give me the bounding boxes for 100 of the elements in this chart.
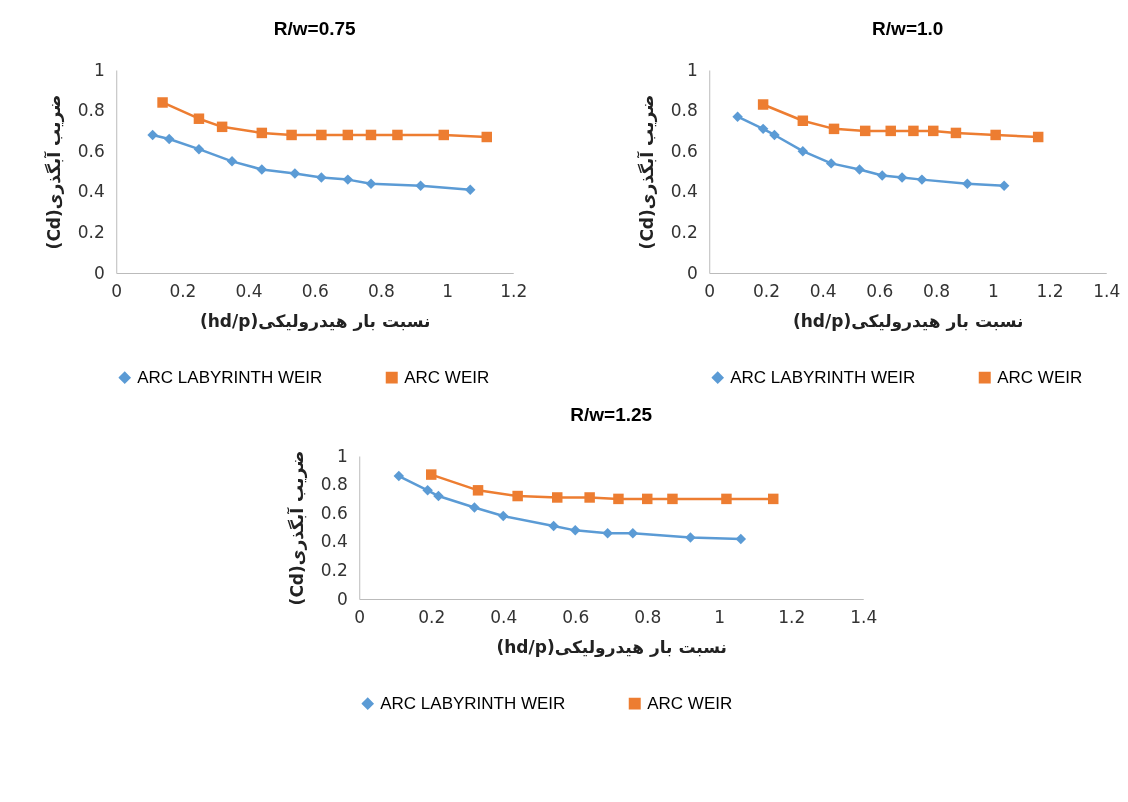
point — [498, 510, 509, 522]
point — [426, 469, 437, 480]
point — [464, 184, 476, 196]
x-tick-label: 1 — [442, 280, 453, 301]
y-tick-label: 0.2 — [77, 221, 105, 242]
x-tick-label: 0.8 — [634, 606, 662, 627]
point — [825, 158, 837, 169]
y-tick-label: 0.8 — [320, 474, 348, 495]
point — [768, 493, 779, 505]
point — [512, 490, 523, 502]
x-tick-label: 1.2 — [500, 280, 528, 301]
chart-title: R/w=1.25 — [570, 404, 653, 425]
point — [147, 129, 158, 141]
point — [885, 125, 896, 137]
point — [472, 485, 484, 496]
point — [286, 129, 297, 141]
x-tick-label: 0.8 — [923, 280, 951, 301]
point — [732, 111, 743, 122]
y-tick-label: 1 — [93, 59, 105, 80]
point — [721, 493, 732, 505]
point — [316, 129, 327, 141]
point — [226, 156, 238, 167]
point — [342, 129, 354, 141]
point — [365, 129, 377, 141]
y-tick-label: 0.6 — [320, 502, 348, 523]
x-tick-label: 0.2 — [169, 280, 197, 301]
point — [438, 129, 450, 141]
point — [757, 123, 769, 135]
y-tick-label: 0 — [93, 262, 105, 283]
point — [769, 129, 780, 141]
x-tick-label: 0.6 — [301, 280, 329, 301]
point — [859, 125, 871, 137]
x-tick-label: 0.6 — [866, 280, 894, 301]
point — [667, 493, 678, 505]
point — [828, 123, 840, 135]
point — [990, 129, 1001, 141]
point — [433, 490, 444, 502]
legend-label: ARC WEIR — [647, 693, 733, 713]
legend-label: ARC LABYRINTH WEIR — [380, 693, 566, 713]
point — [193, 143, 205, 155]
legend-label: ARC LABYRINTH WEIR — [730, 367, 916, 387]
y-tick-label: 0.8 — [670, 100, 698, 121]
x-tick-label: 0.6 — [562, 606, 590, 627]
point — [316, 172, 327, 183]
x-tick-label: 1.2 — [1036, 280, 1064, 301]
x-tick-label: 1.2 — [778, 606, 806, 627]
chart-title: R/w=1.0 — [872, 18, 944, 39]
point — [256, 164, 268, 175]
x-axis-title: (hd/p)نسبت بار هیدرولیکی — [199, 310, 431, 332]
y-axis-title: (Cd)ضریب آبگذری — [42, 94, 65, 250]
y-tick-label: 0.4 — [77, 181, 105, 202]
point — [481, 131, 493, 143]
x-axis-title: (hd/p)نسبت بار هیدرولیکی — [496, 636, 728, 658]
point — [627, 527, 639, 539]
point — [415, 180, 426, 191]
point — [216, 121, 228, 133]
x-tick-label: 0.8 — [367, 280, 395, 301]
point — [256, 127, 268, 139]
x-tick-label: 0.4 — [490, 606, 518, 627]
y-tick-label: 1 — [336, 445, 348, 466]
point — [797, 145, 809, 157]
point — [469, 502, 480, 513]
point — [552, 492, 563, 503]
point — [602, 527, 613, 539]
y-tick-label: 0.2 — [670, 221, 698, 242]
point — [797, 115, 809, 126]
point — [193, 113, 205, 124]
point — [157, 97, 168, 108]
x-tick-label: 0 — [354, 606, 366, 627]
y-tick-label: 0.6 — [670, 140, 698, 161]
point — [876, 170, 888, 181]
point — [570, 525, 581, 536]
x-tick-label: 1.4 — [1093, 280, 1121, 301]
y-tick-label: 1 — [686, 59, 698, 80]
x-axis-title: (hd/p)نسبت بار هیدرولیکی — [792, 310, 1024, 332]
y-tick-label: 0 — [336, 588, 348, 609]
point — [289, 168, 301, 179]
point — [998, 180, 1010, 191]
x-tick-label: 0 — [704, 280, 716, 301]
point — [584, 492, 595, 503]
x-tick-label: 0.4 — [809, 280, 837, 301]
chart-title: R/w=0.75 — [273, 18, 357, 39]
point — [163, 133, 175, 145]
point — [735, 533, 747, 545]
point — [613, 493, 624, 505]
x-tick-label: 1 — [714, 606, 726, 627]
y-tick-label: 0.6 — [77, 140, 105, 161]
point — [854, 164, 865, 175]
x-tick-label: 0.2 — [418, 606, 446, 627]
point — [916, 174, 928, 185]
legend-label: ARC LABYRINTH WEIR — [137, 367, 323, 387]
point — [962, 178, 973, 189]
y-axis-title: (Cd)ضریب آبگذری — [635, 94, 658, 250]
point — [422, 485, 433, 496]
point — [548, 520, 559, 532]
x-tick-label: 0.4 — [235, 280, 263, 301]
legend-label: ARC WEIR — [404, 367, 490, 387]
legend-label: ARC WEIR — [997, 367, 1083, 387]
x-tick-label: 0.2 — [752, 280, 780, 301]
y-tick-label: 0.4 — [320, 531, 348, 552]
